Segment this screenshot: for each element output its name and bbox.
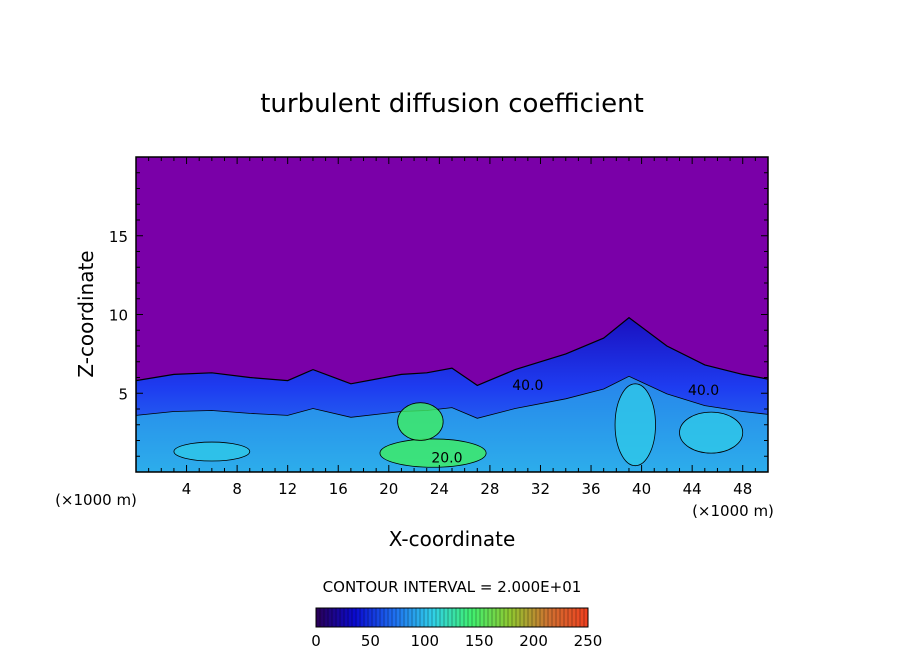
contour-value-label: 40.0: [688, 383, 719, 399]
chart-title: turbulent diffusion coefficient: [260, 89, 644, 119]
high-value-region: [679, 411, 744, 454]
high-value-region: [379, 438, 487, 468]
colorbar-tick-label: 150: [465, 632, 494, 650]
x-tick-label: 36: [581, 480, 600, 498]
y-axis-label: Z-coordinate: [74, 250, 98, 377]
colorbar-tick-label: 200: [519, 632, 548, 650]
contour-line-top: [136, 316, 768, 472]
contour-interval-label: CONTOUR INTERVAL = 2.000E+01: [323, 578, 582, 596]
contour-line-inner: [136, 375, 768, 472]
colorbar-tick-label: 0: [311, 632, 321, 650]
x-axis-ticks: 4 8 12 16 20 24 28 32 36 40 44 48: [148, 157, 756, 498]
x-tick-label: 48: [733, 480, 752, 498]
x-axis-label: X-coordinate: [389, 527, 516, 551]
field-layer: [136, 316, 768, 472]
contour-value-label: 20.0: [431, 451, 462, 467]
colorbar-ticks: 0 50 100 150 200 250: [311, 632, 602, 650]
x-tick-label: 32: [531, 480, 550, 498]
x-tick-label: 16: [329, 480, 348, 498]
colorbar-tick-label: 50: [361, 632, 380, 650]
x-tick-label: 20: [379, 480, 398, 498]
y-tick-label: 10: [109, 307, 128, 325]
colorbar-stripes: [319, 608, 585, 627]
x-tick-label: 12: [278, 480, 297, 498]
x-tick-label: 28: [480, 480, 499, 498]
x-unit-left: (×1000 m): [55, 491, 137, 509]
colorbar-tick-label: 250: [574, 632, 603, 650]
contour-value-label: 40.0: [512, 378, 543, 394]
high-value-region: [614, 383, 656, 467]
x-tick-label: 4: [182, 480, 192, 498]
colorbar-frame: [315, 607, 589, 628]
colorbar: 0 50 100 150 200 250: [311, 607, 602, 650]
x-tick-label: 40: [632, 480, 651, 498]
x-unit-right: (×1000 m): [692, 502, 774, 520]
x-tick-label: 8: [232, 480, 242, 498]
high-value-region: [397, 402, 444, 441]
colorbar-gradient: [316, 608, 588, 627]
y-tick-label: 5: [118, 385, 128, 403]
x-tick-label: 24: [430, 480, 449, 498]
contour-labels: 40.0 40.0 20.0: [431, 378, 719, 466]
high-value-region: [173, 441, 251, 462]
y-tick-label: 15: [109, 228, 128, 246]
y-axis-ticks: 5 10 15: [109, 172, 768, 457]
x-tick-label: 44: [683, 480, 702, 498]
colorbar-tick-label: 100: [410, 632, 439, 650]
